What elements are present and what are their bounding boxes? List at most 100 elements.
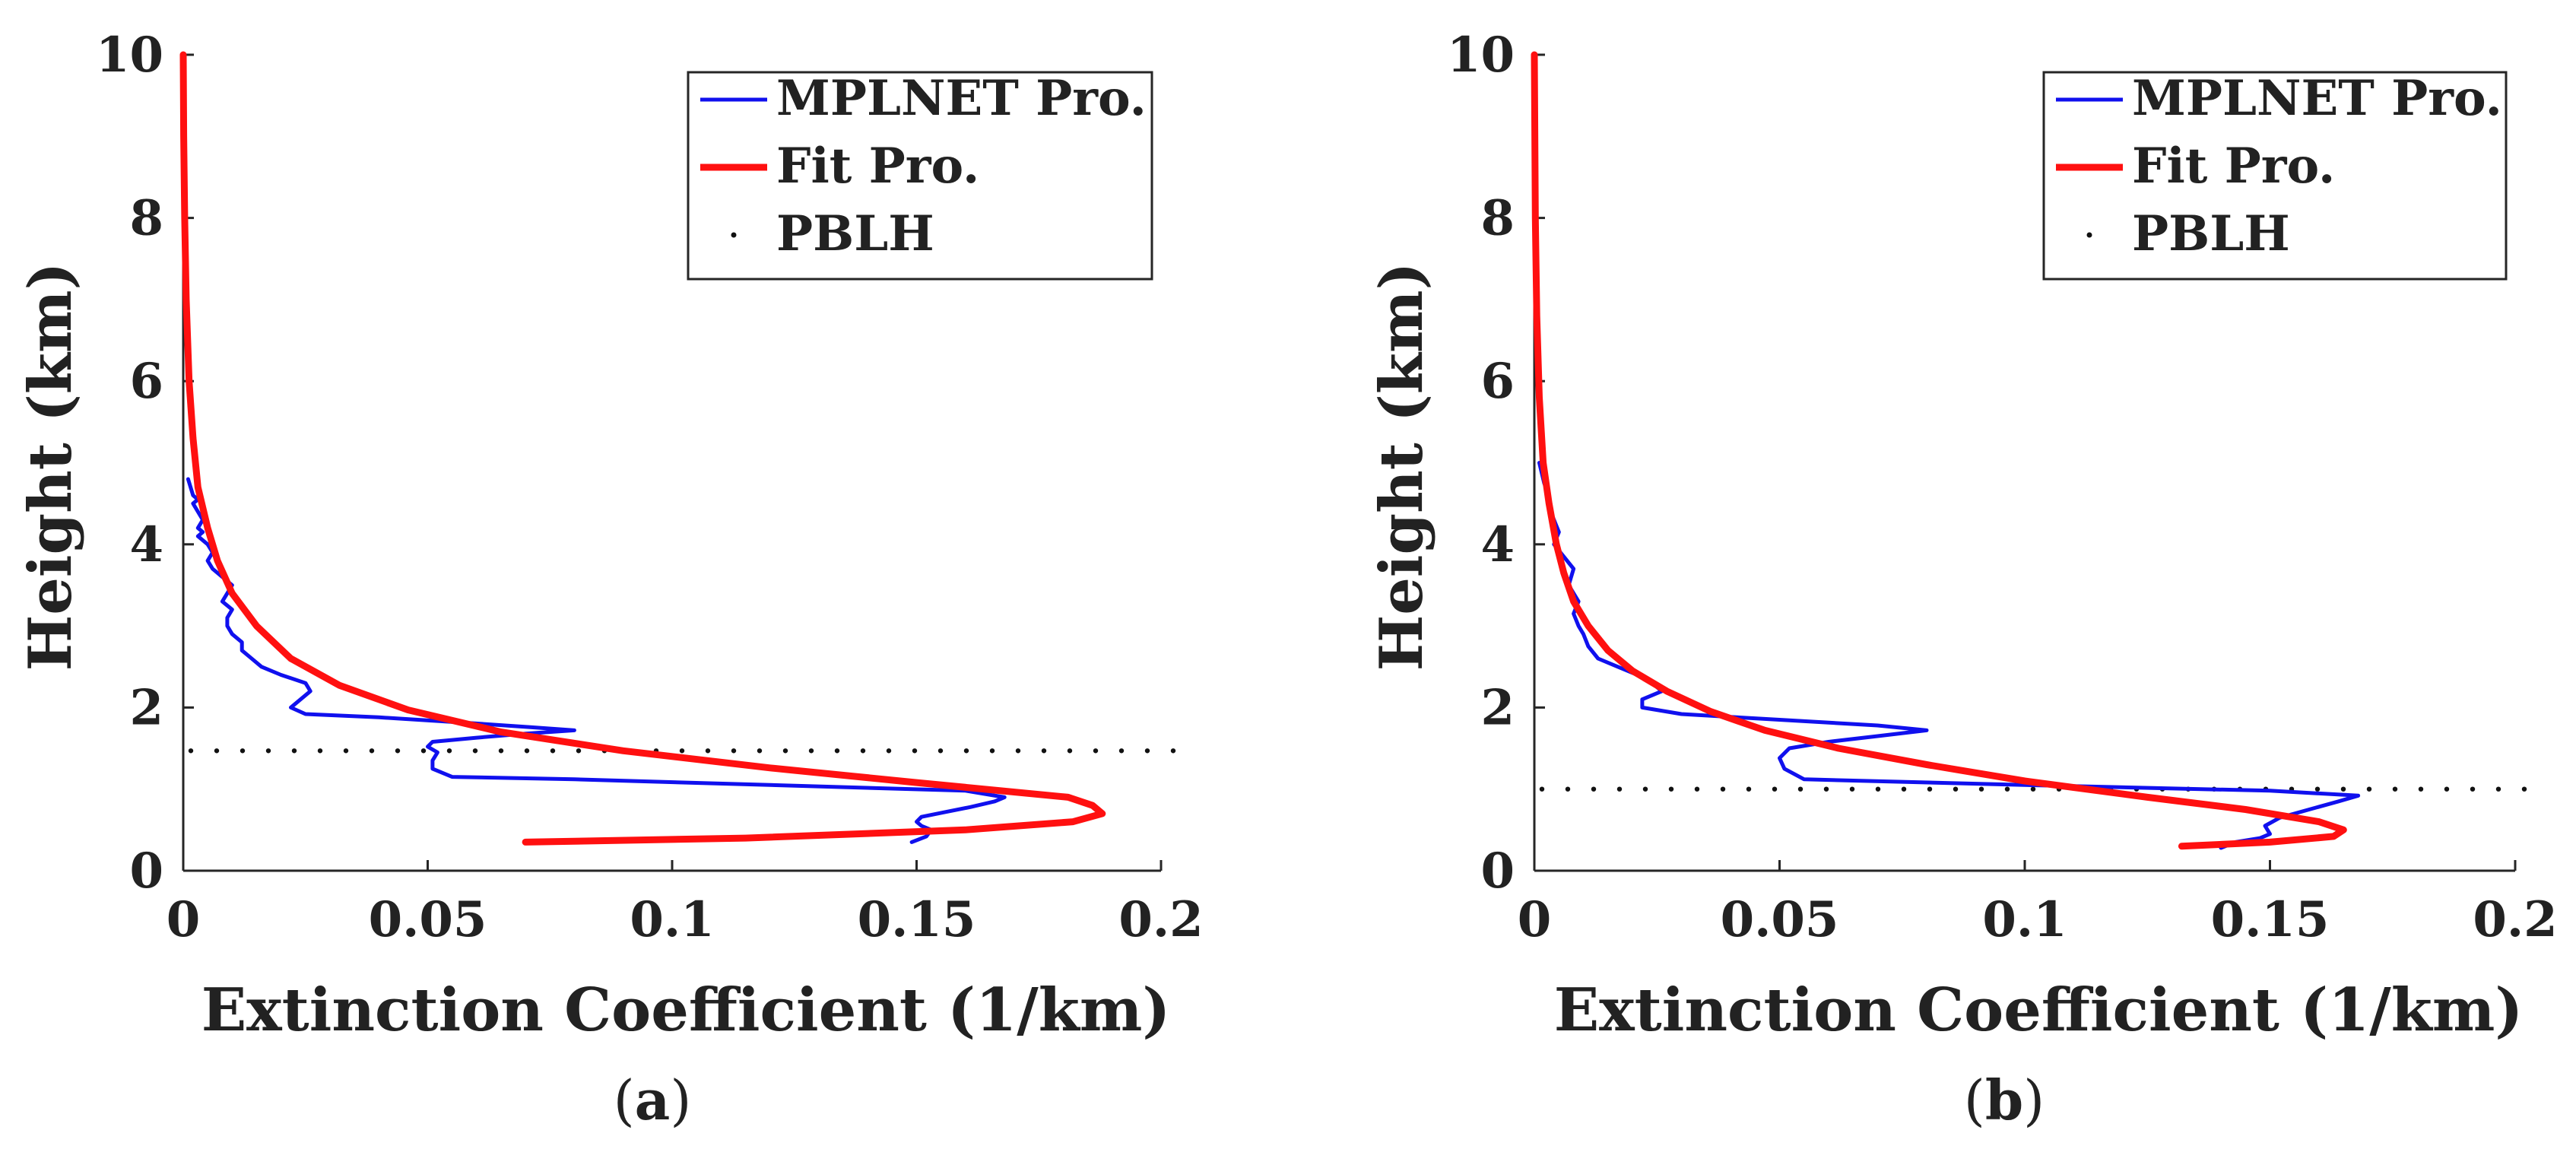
- x-ticks-a: 0 0.05 0.1 0.15 0.2: [167, 860, 1204, 948]
- x-tick-label-b: 0: [1518, 891, 1552, 948]
- pblh-dot-a: [731, 748, 737, 754]
- y-tick-label-b: 2: [1480, 679, 1515, 736]
- pblh-dot-b: [1616, 786, 1623, 792]
- pblh-dot-a: [265, 748, 271, 754]
- pblh-dot-b: [2366, 786, 2372, 792]
- series-mplnet-profile-a: [186, 477, 1007, 844]
- pblh-dot-b: [1797, 786, 1804, 792]
- pblh-dot-a: [1015, 748, 1021, 754]
- pblh-dot-b: [1746, 786, 1752, 792]
- pblh-dot-b: [1823, 786, 1829, 792]
- pblh-dot-a: [705, 748, 711, 754]
- pblh-dot-a: [498, 748, 504, 754]
- pblh-dot-a: [576, 748, 582, 754]
- legend-label-fit-b: Fit Pro.: [2132, 138, 2335, 195]
- y-tick-label-a: 8: [129, 190, 163, 247]
- panel-letter-b: b: [1985, 1068, 2023, 1132]
- legend-label-mplnet-b: MPLNET Pro.: [2132, 70, 2502, 127]
- legend-box-b: [2042, 71, 2508, 281]
- pblh-dot-b: [2392, 786, 2398, 792]
- pblh-dot-b: [2314, 786, 2321, 792]
- pblh-dot-a: [1041, 748, 1047, 754]
- pblh-dot-a: [782, 748, 788, 754]
- y-axis-label-a: Height (km): [16, 262, 85, 671]
- pblh-dot-a: [188, 748, 194, 754]
- pblh-dot-a: [1093, 748, 1099, 754]
- x-tick-label-a: 0.2: [1118, 891, 1203, 948]
- y-tick-label-a: 6: [129, 353, 163, 410]
- pblh-dot-a: [550, 748, 556, 754]
- pblh-dot-a: [472, 748, 478, 754]
- pblh-dot-b: [2495, 786, 2501, 792]
- pblh-dot-a: [808, 748, 814, 754]
- legend-swatch-pblh-b: [2086, 232, 2092, 238]
- pblh-dot-b: [1591, 786, 1597, 792]
- pblh-dot-b: [1901, 786, 1907, 792]
- y-tick-label-a: 10: [96, 27, 163, 84]
- legend-label-mplnet-a: MPLNET Pro.: [776, 70, 1147, 127]
- pblh-dot-b: [1668, 786, 1674, 792]
- legend-label-fit-a: Fit Pro.: [776, 138, 979, 195]
- pblh-dot-b: [2521, 786, 2527, 792]
- pblh-dot-b: [2030, 786, 2036, 792]
- pblh-dot-b: [1539, 786, 1545, 792]
- y-ticks-a: 0 2 4 6 8 10: [96, 27, 194, 900]
- pblh-dot-b: [1642, 786, 1648, 792]
- x-tick-label-a: 0: [167, 891, 201, 948]
- panel-label-b: (b): [1964, 1068, 2045, 1132]
- x-tick-label-b: 0.05: [1721, 891, 1839, 948]
- legend-swatch-pblh-a: [731, 232, 737, 238]
- pblh-dot-a: [214, 748, 220, 754]
- pblh-dot-b: [1565, 786, 1571, 792]
- pblh-dot-a: [291, 748, 297, 754]
- y-tick-label-b: 8: [1480, 190, 1515, 247]
- pblh-dot-a: [1144, 748, 1150, 754]
- pblh-dot-a: [395, 748, 401, 754]
- pblh-dot-a: [317, 748, 323, 754]
- legend-b: MPLNET Pro. Fit Pro. PBLH: [2042, 70, 2508, 281]
- legend-box-a: [687, 71, 1153, 281]
- chart-panel-a: 0 0.05 0.1 0.15 0.2 0 2 4 6 8 10 Extinction Coeff…: [16, 27, 1204, 1132]
- pblh-dot-a: [524, 748, 530, 754]
- pblh-dot-a: [860, 748, 866, 754]
- pblh-dot-a: [937, 748, 944, 754]
- pblh-dot-b: [1694, 786, 1700, 792]
- pblh-dot-b: [1849, 786, 1855, 792]
- y-axis-label-b: Height (km): [1367, 262, 1436, 671]
- pblh-line-b: [1539, 786, 2527, 792]
- pblh-dot-a: [886, 748, 892, 754]
- x-tick-label-a: 0.05: [369, 891, 487, 948]
- pblh-dot-b: [1875, 786, 1881, 792]
- y-ticks-b: 0 2 4 6 8 10: [1447, 27, 1545, 900]
- plot-area-a: 0 0.05 0.1 0.15 0.2 0 2 4 6 8 10: [96, 27, 1204, 948]
- pblh-dot-a: [1067, 748, 1073, 754]
- pblh-dot-b: [2470, 786, 2476, 792]
- x-axis-label-b: Extinction Coefficient (1/km): [1554, 976, 2524, 1045]
- x-tick-label-a: 0.1: [630, 891, 714, 948]
- x-tick-label-b: 0.2: [2473, 891, 2557, 948]
- chart-panel-b: 0 0.05 0.1 0.15 0.2 0 2 4 6 8 10 Extinction Coeff…: [1367, 27, 2558, 1132]
- pblh-dot-b: [1978, 786, 1984, 792]
- pblh-line-a: [188, 748, 1176, 754]
- pblh-dot-a: [989, 748, 995, 754]
- plot-area-b: 0 0.05 0.1 0.15 0.2 0 2 4 6 8 10: [1447, 27, 2558, 948]
- legend-label-pblh-b: PBLH: [2132, 205, 2290, 262]
- y-tick-label-b: 0: [1480, 843, 1515, 900]
- pblh-dot-a: [369, 748, 375, 754]
- y-tick-label-b: 6: [1480, 353, 1515, 410]
- x-axis-label-a: Extinction Coefficient (1/km): [201, 976, 1171, 1045]
- x-tick-label-b: 0.15: [2211, 891, 2330, 948]
- pblh-dot-a: [757, 748, 763, 754]
- pblh-dot-b: [1927, 786, 1933, 792]
- y-tick-label-a: 4: [129, 516, 163, 573]
- panel-label-a: (a): [614, 1068, 692, 1132]
- x-tick-label-b: 0.1: [1982, 891, 2067, 948]
- pblh-dot-b: [2004, 786, 2010, 792]
- pblh-dot-b: [2418, 786, 2424, 792]
- y-tick-label-b: 10: [1447, 27, 1515, 84]
- pblh-dot-a: [679, 748, 685, 754]
- pblh-dot-a: [963, 748, 969, 754]
- pblh-dot-b: [1720, 786, 1726, 792]
- legend-label-pblh-a: PBLH: [776, 205, 934, 262]
- pblh-dot-a: [912, 748, 918, 754]
